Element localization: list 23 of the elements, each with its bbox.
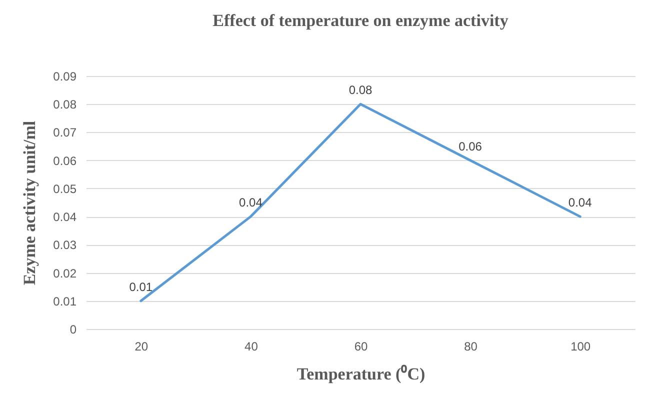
y-tick-label: 0.06 — [53, 154, 77, 168]
y-tick-label: 0.01 — [53, 294, 77, 308]
x-axis-title: Temperature (⁰C) — [296, 364, 426, 384]
data-label: 0.06 — [458, 139, 482, 154]
x-tick-label: 80 — [464, 340, 478, 354]
y-axis-title: Ezyme activity unit/ml — [20, 120, 40, 286]
data-label: 0.04 — [568, 196, 592, 210]
y-tick-label: 0.03 — [53, 238, 77, 252]
y-tick-label: 0.05 — [53, 182, 77, 196]
y-tick-label: 0.09 — [53, 70, 77, 84]
x-tick-label: 20 — [134, 340, 148, 354]
x-tick-label: 60 — [354, 340, 368, 354]
y-tick-label: 0.02 — [53, 266, 77, 280]
data-label: 0.08 — [348, 83, 372, 98]
x-tick-label: 100 — [570, 340, 591, 354]
y-tick-label: 0 — [70, 322, 77, 336]
y-tick-label: 0.04 — [53, 210, 77, 224]
x-tick-label: 40 — [244, 340, 258, 354]
data-label: 0.04 — [239, 196, 263, 210]
chart-title: Effect of temperature on enzyme activity — [212, 11, 509, 30]
data-label: 0.01 — [129, 280, 153, 294]
y-tick-label: 0.07 — [53, 126, 77, 140]
y-tick-label: 0.08 — [53, 98, 77, 112]
